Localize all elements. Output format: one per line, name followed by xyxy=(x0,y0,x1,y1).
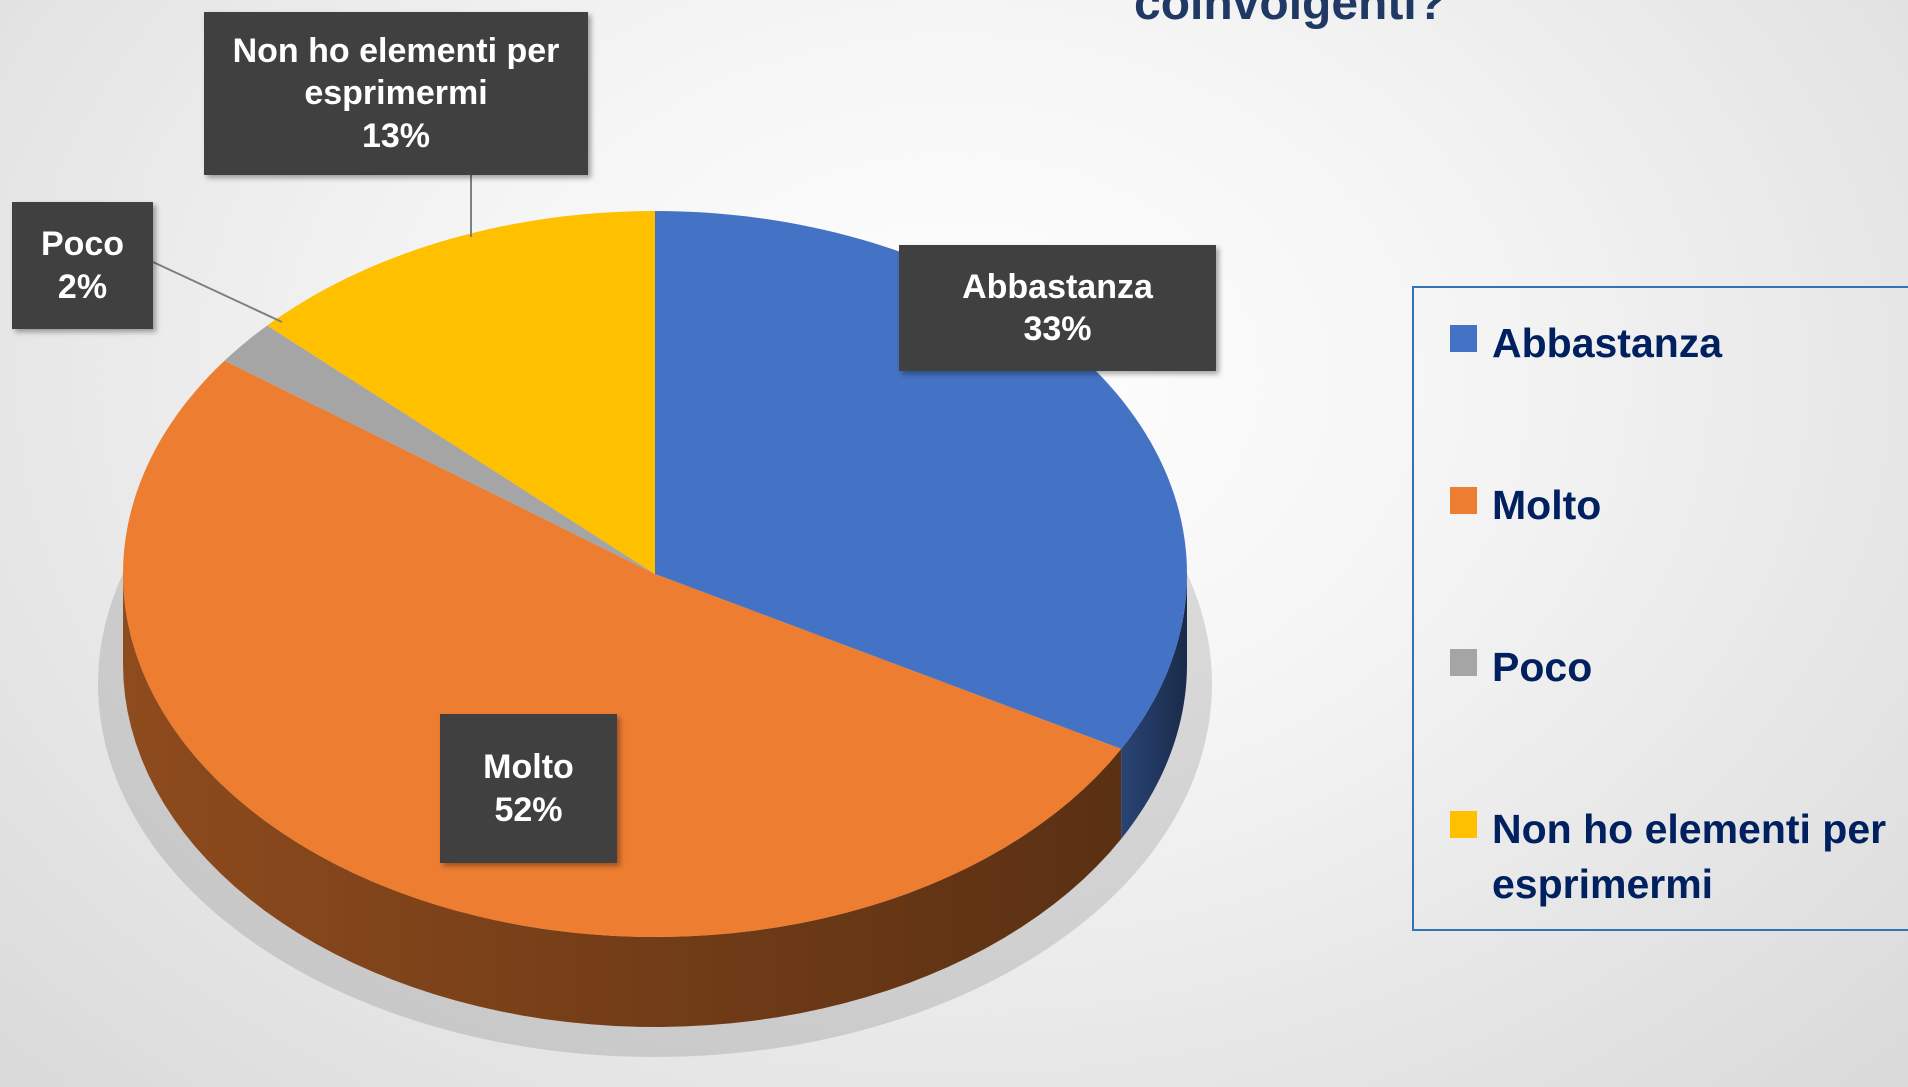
data-label-category: Poco xyxy=(40,225,125,263)
data-label-value: 13% xyxy=(361,116,431,155)
data-label-category: Molto xyxy=(483,748,574,786)
legend-label: Abbastanza xyxy=(1492,320,1723,366)
pie-slice xyxy=(267,211,655,574)
slice-side xyxy=(1121,574,1187,839)
legend-item: Molto xyxy=(1450,478,1908,533)
legend-label: Poco xyxy=(1492,644,1593,690)
legend-item: Non ho elementi per esprimermi xyxy=(1450,802,1908,913)
legend-swatch xyxy=(1450,325,1477,352)
legend-label: Non ho elementi per esprimermi xyxy=(1492,806,1887,908)
legend-swatch xyxy=(1450,649,1477,676)
pie-slice xyxy=(224,325,655,574)
leader-line xyxy=(152,261,283,323)
legend-item: Abbastanza xyxy=(1450,316,1908,371)
legend-label: Molto xyxy=(1492,482,1602,528)
legend-swatch xyxy=(1450,487,1477,514)
data-label-value: 2% xyxy=(57,267,108,306)
data-label-category: Non ho elementi per esprimermi xyxy=(232,31,560,113)
data-label-category: Abbastanza xyxy=(962,267,1153,306)
chart-title: coinvolgenti? xyxy=(1134,0,1446,30)
data-label: Non ho elementi per esprimermi 13% xyxy=(204,12,588,175)
slice-side xyxy=(123,574,1122,1027)
data-label: Abbastanza 33% xyxy=(899,245,1216,371)
data-label-value: 33% xyxy=(1023,310,1092,348)
data-label-value: 52% xyxy=(494,790,563,829)
legend-swatch xyxy=(1450,811,1477,838)
legend-item: Poco xyxy=(1450,640,1908,695)
pie-slice xyxy=(123,360,1122,937)
data-label: Molto 52% xyxy=(440,714,617,863)
data-label: Poco 2% xyxy=(12,202,153,329)
legend: Abbastanza Molto Poco Non ho elementi per e… xyxy=(1412,286,1908,931)
